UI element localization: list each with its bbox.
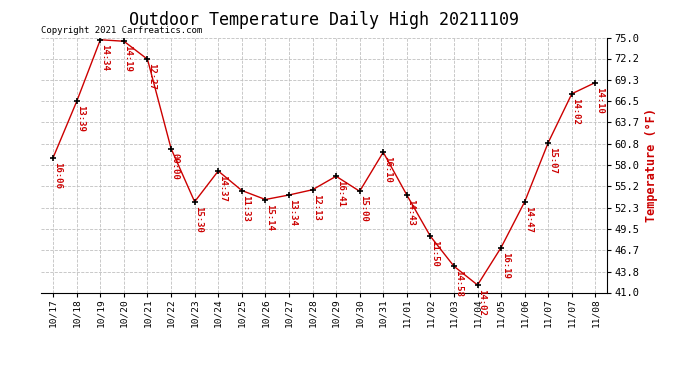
Text: 13:39: 13:39 <box>77 105 86 132</box>
Text: 15:07: 15:07 <box>548 147 557 174</box>
Text: Outdoor Temperature Daily High 20211109: Outdoor Temperature Daily High 20211109 <box>129 11 520 29</box>
Text: 14:19: 14:19 <box>124 45 132 72</box>
Text: 15:00: 15:00 <box>359 195 368 222</box>
Text: 14:58: 14:58 <box>453 270 462 297</box>
Text: 14:34: 14:34 <box>100 44 109 71</box>
Text: 13:34: 13:34 <box>288 199 297 226</box>
Text: 16:06: 16:06 <box>53 162 62 189</box>
Text: 12:13: 12:13 <box>312 194 321 221</box>
Text: 16:19: 16:19 <box>501 252 510 279</box>
Text: 16:41: 16:41 <box>336 180 345 207</box>
Text: 16:10: 16:10 <box>383 156 392 183</box>
Text: Copyright 2021 Carfreatics.com: Copyright 2021 Carfreatics.com <box>41 26 203 35</box>
Text: 11:50: 11:50 <box>430 240 439 267</box>
Text: 14:47: 14:47 <box>524 206 533 233</box>
Text: 15:14: 15:14 <box>265 204 274 231</box>
Text: 14:10: 14:10 <box>595 87 604 114</box>
Text: 14:43: 14:43 <box>406 199 415 226</box>
Y-axis label: Temperature (°F): Temperature (°F) <box>644 108 658 222</box>
Text: 14:02: 14:02 <box>571 98 580 125</box>
Text: 11:33: 11:33 <box>241 195 250 222</box>
Text: 14:02: 14:02 <box>477 289 486 316</box>
Text: 12:27: 12:27 <box>147 63 156 90</box>
Text: 14:37: 14:37 <box>218 175 227 202</box>
Text: 00:00: 00:00 <box>170 153 179 180</box>
Text: 15:30: 15:30 <box>195 206 204 233</box>
